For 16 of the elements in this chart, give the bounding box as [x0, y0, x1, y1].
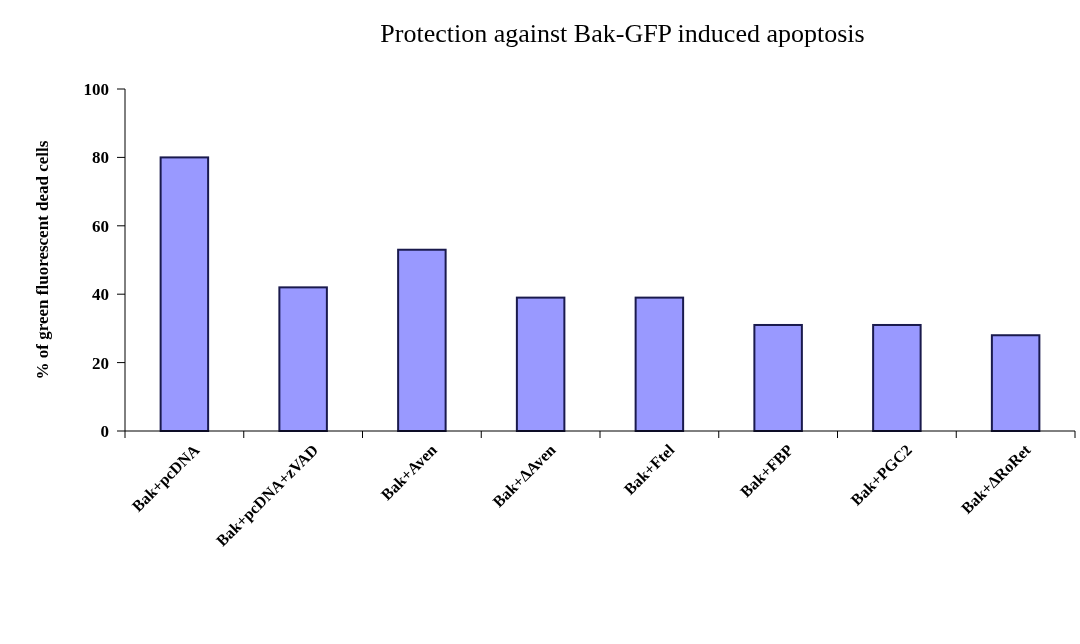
y-axis-title: % of green fluorescent dead cells	[33, 140, 52, 380]
y-tick-label: 80	[92, 148, 109, 168]
bar	[278, 286, 328, 432]
bar	[753, 323, 803, 432]
bar	[634, 296, 685, 432]
bar	[872, 323, 922, 432]
y-tick-label: 40	[92, 285, 109, 305]
bar	[515, 296, 566, 432]
chart-title: Protection against Bak-GFP induced apoptosis	[380, 19, 865, 48]
y-tick-label: 60	[92, 216, 109, 236]
y-tick-label: 100	[83, 79, 109, 99]
y-tick-label: 0	[100, 421, 109, 441]
bar	[159, 156, 210, 432]
y-tick-label: 20	[92, 353, 109, 373]
bar	[990, 334, 1041, 432]
bar	[397, 248, 447, 432]
